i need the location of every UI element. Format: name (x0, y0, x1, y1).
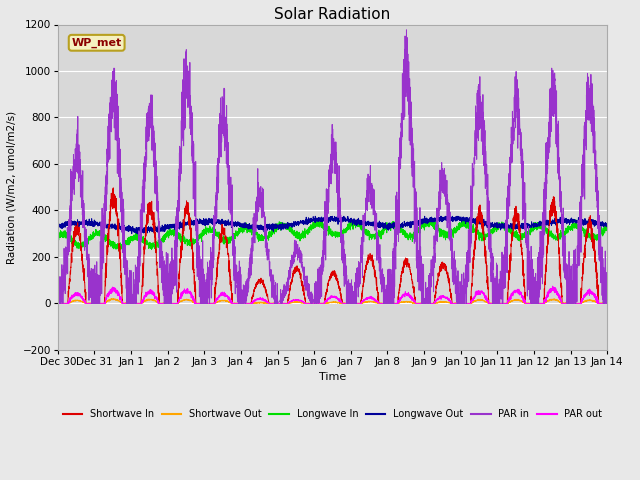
PAR out (548, 283, 556, 289)
PAR in (312, 278, 320, 284)
PAR out (604, 300, 611, 306)
Y-axis label: Radiation (W/m2, umol/m2/s): Radiation (W/m2, umol/m2/s) (7, 111, 17, 264)
Longwave In (153, 239, 161, 245)
Longwave Out (604, 220, 611, 226)
Shortwave Out (604, 300, 611, 306)
Title: Solar Radiation: Solar Radiation (275, 7, 390, 22)
Longwave Out (54, 225, 61, 231)
Longwave In (604, 222, 611, 228)
Longwave Out (603, 222, 611, 228)
Shortwave In (603, 300, 611, 306)
Shortwave In (312, 300, 320, 306)
Longwave In (603, 223, 611, 228)
Shortwave Out (153, 299, 161, 304)
PAR in (487, 231, 495, 237)
Longwave Out (133, 231, 141, 237)
X-axis label: Time: Time (319, 372, 346, 383)
Longwave In (426, 220, 433, 226)
Shortwave Out (456, 300, 463, 306)
PAR in (153, 168, 161, 173)
Line: Shortwave In: Shortwave In (58, 188, 607, 303)
Shortwave Out (426, 300, 433, 306)
Shortwave Out (108, 296, 116, 301)
PAR in (426, 292, 433, 298)
Longwave In (487, 227, 495, 232)
Line: PAR out: PAR out (58, 286, 607, 303)
Longwave In (316, 217, 323, 223)
PAR in (54, 300, 61, 306)
Shortwave In (426, 300, 433, 306)
Longwave In (312, 222, 320, 228)
PAR in (604, 300, 611, 306)
PAR in (403, 27, 410, 33)
PAR out (54, 300, 61, 306)
Shortwave In (487, 300, 495, 306)
Line: Longwave In: Longwave In (58, 220, 607, 251)
PAR out (603, 300, 611, 306)
PAR out (153, 297, 161, 302)
PAR in (456, 292, 463, 298)
Shortwave Out (54, 300, 61, 306)
Shortwave Out (312, 300, 320, 306)
Text: WP_met: WP_met (72, 37, 122, 48)
Longwave Out (312, 214, 319, 219)
Line: Shortwave Out: Shortwave Out (58, 299, 607, 303)
Longwave Out (312, 215, 320, 221)
Shortwave In (109, 185, 117, 191)
PAR out (425, 300, 433, 306)
Line: PAR in: PAR in (58, 30, 607, 303)
Shortwave Out (487, 300, 495, 306)
PAR out (487, 300, 495, 306)
Longwave Out (456, 217, 463, 223)
Longwave In (54, 235, 61, 240)
Longwave In (115, 248, 123, 254)
Legend: Shortwave In, Shortwave Out, Longwave In, Longwave Out, PAR in, PAR out: Shortwave In, Shortwave Out, Longwave In… (59, 405, 606, 423)
Longwave Out (426, 218, 433, 224)
Longwave Out (487, 221, 495, 227)
PAR in (603, 291, 611, 297)
Line: Longwave Out: Longwave Out (58, 216, 607, 234)
PAR out (456, 300, 463, 306)
Longwave In (456, 226, 463, 231)
Shortwave In (54, 300, 61, 306)
Shortwave In (604, 300, 611, 306)
PAR out (312, 300, 320, 306)
Shortwave In (153, 259, 161, 265)
Longwave Out (153, 225, 161, 231)
Shortwave In (456, 300, 463, 306)
Shortwave Out (603, 300, 611, 306)
